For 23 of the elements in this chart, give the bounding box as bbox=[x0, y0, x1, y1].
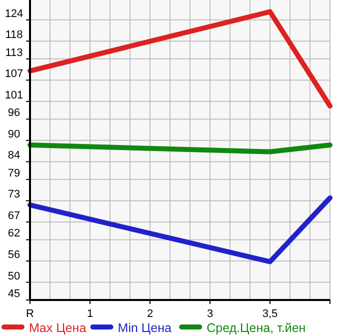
y-tick-label: 113 bbox=[5, 46, 23, 59]
y-tick-label: 84 bbox=[8, 150, 20, 162]
x-tick-label: 2 bbox=[146, 308, 154, 320]
y-tick-label: 90 bbox=[8, 128, 20, 140]
y-tick-label: 62 bbox=[8, 228, 20, 240]
y-tick-label: 67 bbox=[8, 210, 20, 222]
y-tick-label: 56 bbox=[8, 248, 20, 261]
x-tick-label: 3,5 bbox=[262, 308, 278, 320]
y-tick-label: 107 bbox=[4, 68, 24, 80]
y-tick-label: 45 bbox=[8, 288, 20, 300]
x-tick-label: 3 bbox=[206, 308, 214, 320]
y-tick-label: 118 bbox=[5, 29, 23, 42]
y-tick-label: 96 bbox=[8, 107, 20, 120]
legend-label: Сред.Цена, т.йен bbox=[206, 321, 306, 335]
legend-label: Min Цена bbox=[118, 321, 172, 335]
y-tick-label: 79 bbox=[8, 167, 20, 180]
y-tick-label: 50 bbox=[8, 270, 20, 282]
y-tick-label: 124 bbox=[4, 8, 24, 20]
x-tick-label: 1 bbox=[86, 308, 94, 320]
legend-label: Max Цена bbox=[29, 321, 86, 335]
x-tick-label: R bbox=[26, 308, 34, 320]
y-tick-label: 73 bbox=[8, 188, 20, 201]
y-tick-label: 101 bbox=[4, 89, 24, 102]
